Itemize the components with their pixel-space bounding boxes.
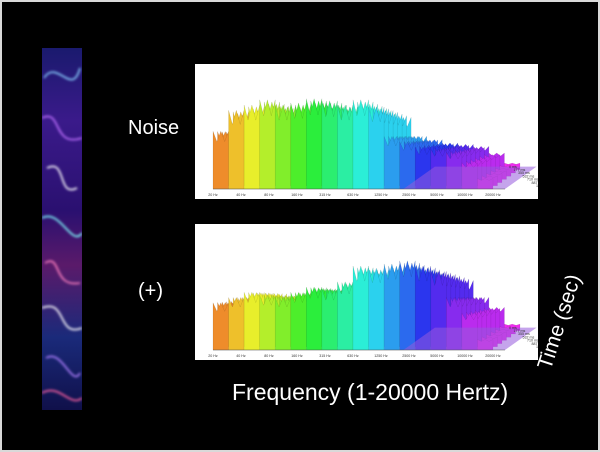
- x-tick-label: 20000 Hz: [485, 193, 501, 197]
- spectrum-band: [228, 296, 245, 351]
- noise-waterfall-plot: 20 Hz 40 Hz 80 Hz 160 Hz 315 Hz 630 Hz 1250 Hz…: [195, 64, 538, 199]
- combined-waterfall-chart: 20 Hz 40 Hz 80 Hz 160 Hz 315 Hz 630 Hz 1250 Hz…: [208, 260, 539, 358]
- x-tick-label: 160 Hz: [291, 354, 303, 358]
- plasma-image-strip: [42, 48, 82, 410]
- time-axis-label: Time (sec): [533, 271, 586, 373]
- spectrum-floor-tail: [403, 327, 537, 350]
- x-tick-label: 10000 Hz: [457, 354, 473, 358]
- time-tick-label: 710 ms: [527, 178, 538, 182]
- spectrum-band: [383, 135, 400, 190]
- spectrum-band: [321, 100, 338, 190]
- x-tick-label: 2500 Hz: [402, 354, 416, 358]
- x-tick-label: 80 Hz: [264, 354, 274, 358]
- x-tick-label: 20 Hz: [208, 354, 218, 358]
- time-tick-label: 710 ms: [527, 339, 538, 343]
- spectrum-band: [212, 130, 229, 190]
- spectrum-band: [399, 260, 416, 351]
- time-tick-label: 0 ms: [509, 326, 517, 330]
- spectrum-band: [259, 99, 276, 190]
- spectrum-band: [321, 288, 338, 351]
- x-tick-label: 5000 Hz: [430, 354, 444, 358]
- time-tick-label: 1.064 s: [536, 184, 538, 188]
- combined-waterfall-plot: 20 Hz 40 Hz 80 Hz 160 Hz 315 Hz 630 Hz 1250 Hz…: [195, 224, 538, 360]
- x-tick-label: 80 Hz: [264, 193, 274, 197]
- spectrum-band: [337, 281, 354, 351]
- spectrum-band: [275, 296, 291, 351]
- spectrum-band: [368, 106, 385, 190]
- spectrum-band: [306, 98, 323, 190]
- x-tick-label: 10000 Hz: [457, 193, 473, 197]
- spectrum-band: [337, 104, 354, 190]
- time-tick-label: 532 ms: [523, 174, 535, 178]
- x-tick-label: 40 Hz: [236, 193, 246, 197]
- x-tick-label: 20 Hz: [208, 193, 218, 197]
- spectrum-band: [243, 291, 260, 351]
- x-tick-label: 315 Hz: [319, 354, 331, 358]
- spectrum-band: [306, 286, 323, 351]
- spectrum-band: [290, 291, 307, 351]
- x-tick-label: 160 Hz: [291, 193, 303, 197]
- x-tick-label: 1250 Hz: [374, 354, 388, 358]
- time-tick-label: 177 ms: [514, 168, 526, 172]
- time-tick-label: 0 ms: [509, 165, 517, 169]
- time-tick-label: 177 ms: [514, 329, 526, 333]
- time-tick-label: 532 ms: [523, 335, 535, 339]
- time-tick-label: 355 ms: [518, 332, 530, 336]
- spectrum-floor-tail: [403, 166, 537, 189]
- spectrum-band: [275, 104, 291, 190]
- noise-label: Noise: [128, 117, 180, 139]
- spectrum-band: [243, 104, 260, 190]
- spectrum-band: [228, 109, 245, 190]
- time-tick-label: 887 ms: [532, 342, 539, 346]
- spectrum-band: [352, 265, 369, 351]
- x-tick-label: 20000 Hz: [485, 354, 501, 358]
- x-tick-label: 630 Hz: [347, 354, 359, 358]
- x-tick-label: 2500 Hz: [402, 193, 416, 197]
- plus-label: (+): [138, 280, 163, 302]
- spectrum-band: [399, 141, 416, 190]
- spectrum-band: [368, 267, 385, 351]
- x-tick-label: 40 Hz: [236, 354, 246, 358]
- x-tick-label: 630 Hz: [347, 193, 359, 197]
- frequency-axis-label: Frequency (1-20000 Hertz): [232, 379, 509, 405]
- time-tick-label: 1.064 s: [536, 345, 538, 349]
- spectrum-band: [212, 302, 229, 351]
- x-tick-label: 1250 Hz: [374, 193, 388, 197]
- noise-waterfall-chart: 20 Hz 40 Hz 80 Hz 160 Hz 315 Hz 630 Hz 1250 Hz…: [208, 98, 539, 197]
- spectrum-band: [290, 102, 307, 190]
- time-tick-label: 887 ms: [532, 181, 539, 185]
- spectrum-band: [352, 99, 369, 190]
- x-tick-label: 5000 Hz: [430, 193, 444, 197]
- spectrum-band: [259, 294, 276, 351]
- time-tick-label: 355 ms: [518, 171, 530, 175]
- spectrum-band: [383, 263, 400, 351]
- x-tick-label: 315 Hz: [319, 193, 331, 197]
